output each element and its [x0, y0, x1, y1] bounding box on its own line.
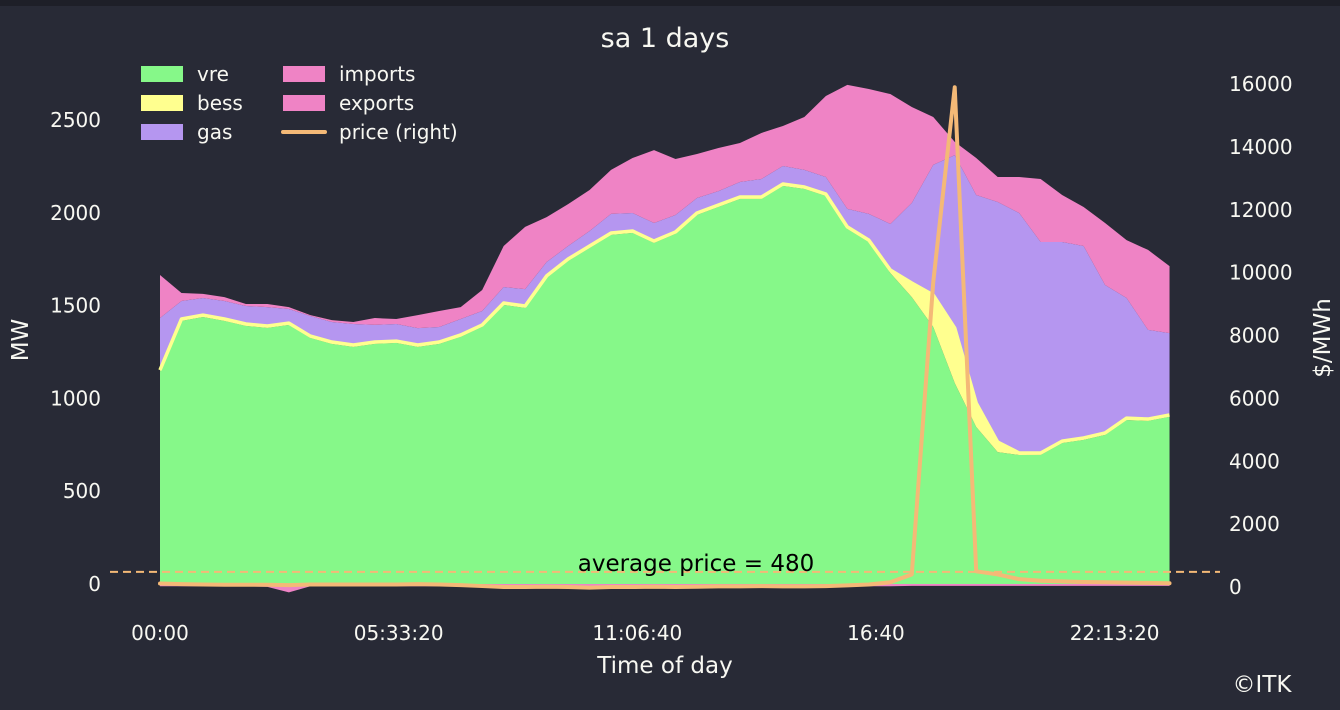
- x-tick-label: 11:06:40: [592, 621, 682, 645]
- y-tick-label: 2500: [50, 108, 101, 132]
- y2-tick-label: 6000: [1229, 386, 1280, 410]
- y-tick-label: 2000: [50, 201, 101, 225]
- x-tick-label: 16:40: [847, 621, 905, 645]
- chart-title: sa 1 days: [601, 23, 730, 54]
- y-tick-label: 500: [63, 479, 101, 503]
- y2-tick-label: 16000: [1229, 72, 1293, 96]
- legend-label: gas: [197, 120, 232, 144]
- y-axis-ticks: 0 500 1000 1500 2000 2500: [50, 108, 101, 596]
- y-tick-label: 1000: [50, 386, 101, 410]
- legend-swatch-vre: [141, 66, 183, 82]
- y2-tick-label: 12000: [1229, 198, 1293, 222]
- average-price-label: average price = 480: [578, 551, 815, 577]
- y2-tick-label: 4000: [1229, 449, 1280, 473]
- credit-label: ©ITK: [1233, 672, 1293, 698]
- y2-tick-label: 2000: [1229, 512, 1280, 536]
- legend-label: vre: [197, 62, 229, 86]
- y2-tick-label: 10000: [1229, 261, 1293, 285]
- x-tick-label: 05:33:20: [354, 621, 444, 645]
- x-axis-ticks: 00:00 05:33:20 11:06:40 16:40 22:13:20: [131, 621, 1159, 645]
- top-strip: [0, 0, 1340, 6]
- legend-label: exports: [339, 91, 414, 115]
- legend-swatch-gas: [141, 124, 183, 140]
- y-tick-label: 0: [88, 572, 101, 596]
- plot-areas: [160, 85, 1170, 592]
- legend-swatch-exports: [283, 95, 325, 111]
- x-axis-label: Time of day: [596, 653, 732, 679]
- legend-swatch-bess: [141, 95, 183, 111]
- legend-swatch-imports: [283, 66, 325, 82]
- legend: vre bess gas imports exports price (right): [141, 62, 458, 144]
- legend-label: bess: [197, 91, 243, 115]
- y2-tick-label: 0: [1229, 575, 1242, 599]
- legend-label: price (right): [339, 120, 458, 144]
- x-tick-label: 22:13:20: [1070, 621, 1160, 645]
- y-axis-label: MW: [8, 319, 34, 362]
- x-tick-label: 00:00: [131, 621, 189, 645]
- legend-label: imports: [339, 62, 415, 86]
- y2-tick-label: 8000: [1229, 324, 1280, 348]
- y2-tick-label: 14000: [1229, 135, 1293, 159]
- y2-axis-label: $/MWh: [1310, 298, 1336, 378]
- y-tick-label: 1500: [50, 294, 101, 318]
- y2-axis-ticks: 0 2000 4000 6000 8000 10000 12000 14000 16000: [1229, 72, 1293, 599]
